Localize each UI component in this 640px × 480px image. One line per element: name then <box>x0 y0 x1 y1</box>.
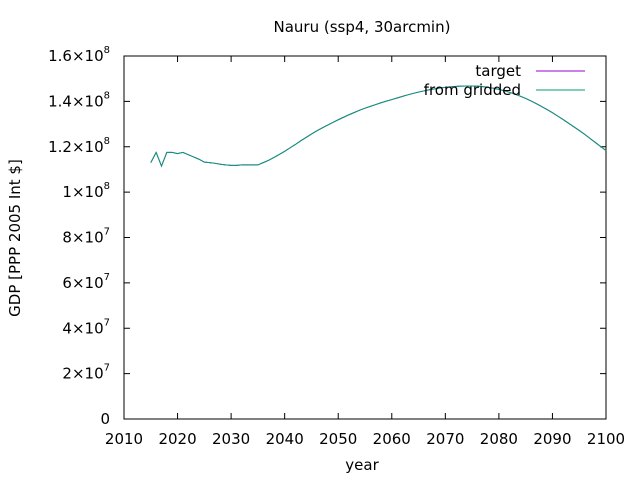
legend-label: from gridded <box>424 81 521 99</box>
y-tick-exponent: 8 <box>104 136 110 147</box>
y-axis-label: GDP [PPP 2005 Int $] <box>6 159 24 317</box>
y-tick-mantissa: 1.2×10 <box>48 138 104 156</box>
x-tick-label: 2090 <box>533 430 571 448</box>
y-tick-mantissa: 0 <box>100 410 110 428</box>
y-tick-exponent: 7 <box>104 227 110 238</box>
x-tick-label: 2030 <box>212 430 250 448</box>
series-lines <box>150 85 607 168</box>
x-tick-label: 2100 <box>587 430 625 448</box>
y-tick-mantissa: 8×10 <box>62 229 103 247</box>
y-tick-label: 8×107 <box>62 227 110 247</box>
y-tick-exponent: 8 <box>104 45 110 56</box>
y-axis: 02×1074×1076×1078×1071×1081.2×1081.4×108… <box>48 45 606 428</box>
y-tick-exponent: 7 <box>104 317 110 328</box>
x-tick-label: 2040 <box>266 430 304 448</box>
y-tick-mantissa: 1.4×10 <box>48 92 104 110</box>
y-tick-exponent: 8 <box>104 181 110 192</box>
series-line-from-gridded <box>150 85 607 168</box>
x-axis-label: year <box>345 456 379 474</box>
x-tick-label: 2070 <box>426 430 464 448</box>
x-tick-label: 2020 <box>158 430 196 448</box>
x-axis: 2010 2020 2030 2040 2050 2060 2070 2080 2090 2100 <box>105 56 625 448</box>
x-tick-label: 2050 <box>319 430 357 448</box>
y-tick-label: 1.4×108 <box>48 90 110 110</box>
plot-area <box>123 55 607 420</box>
y-tick-exponent: 8 <box>104 90 110 101</box>
y-tick-exponent: 7 <box>104 363 110 374</box>
plot-frame <box>123 55 607 420</box>
y-tick-label: 2×107 <box>62 363 110 383</box>
x-tick-label: 2080 <box>480 430 518 448</box>
y-tick-label: 4×107 <box>62 317 110 337</box>
legend-label: target <box>475 62 521 80</box>
series-line-target <box>150 85 607 168</box>
y-tick-mantissa: 1.6×10 <box>48 47 104 65</box>
y-tick-label: 1.2×108 <box>48 136 110 156</box>
x-tick-label: 2060 <box>373 430 411 448</box>
y-tick-mantissa: 1×10 <box>62 183 103 201</box>
y-tick-label: 1.6×108 <box>48 45 110 65</box>
y-tick-label: 6×107 <box>62 272 110 292</box>
y-tick-mantissa: 4×10 <box>62 319 103 337</box>
chart-title: Nauru (ssp4, 30arcmin) <box>274 18 451 36</box>
y-tick-mantissa: 6×10 <box>62 274 103 292</box>
y-tick-label: 1×108 <box>62 181 110 201</box>
y-tick-label: 0 <box>100 410 110 428</box>
x-tick-label: 2010 <box>105 430 143 448</box>
y-tick-exponent: 7 <box>104 272 110 283</box>
y-tick-mantissa: 2×10 <box>62 365 103 383</box>
